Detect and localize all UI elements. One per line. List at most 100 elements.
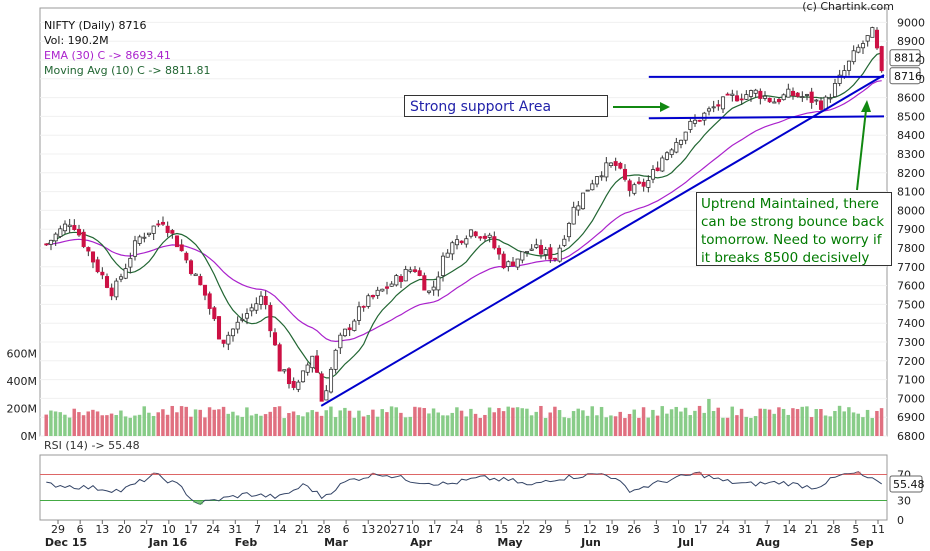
x-tick-label: 7 [764,523,771,536]
ma10-line [46,52,882,379]
volume-bar [347,410,352,436]
candle-body [520,251,525,261]
rsi-overbought-fill [590,473,595,475]
x-tick-label: 14 [273,523,287,536]
candle-body [221,339,226,344]
volume-bar [287,413,291,436]
candle-body [123,268,128,279]
volume-bar [212,409,216,436]
candle-body [132,240,138,257]
volume-bar [324,410,328,436]
x-tick-label: 27 [140,523,154,536]
candle-body [478,236,483,239]
candle-body [370,294,376,298]
volume-bar [67,417,72,436]
volume-bar [277,406,282,436]
volume-bar [655,415,660,436]
candle-body [874,29,880,49]
candle-body [375,289,380,296]
x-tick-label: 31 [738,523,752,536]
volume-bar [744,416,748,436]
volume-bar [380,409,384,436]
candle-body [692,119,698,124]
volume-bar [767,409,772,436]
volume-bar [828,416,832,436]
volume-bar [609,415,613,436]
candle-body [566,223,572,238]
volume-bar [730,406,734,436]
candle-body [128,257,133,268]
x-tick-label: 7 [254,523,261,536]
candle-body [655,167,660,172]
rsi-tick-label: 0 [897,514,904,527]
candle-body [319,373,324,402]
volume-bar [310,410,314,436]
candle-body [408,269,413,272]
volume-bar [693,410,697,436]
candle-body [496,247,502,255]
x-tick-label: 10 [672,523,686,536]
price-tick-label: 8300 [897,148,925,161]
price-tick-label: 7200 [897,355,925,368]
volume-bar [501,411,506,436]
candle-body [282,369,287,372]
volume-bar [343,407,347,436]
candle-body [879,46,884,72]
candle-body [744,94,749,100]
volume-bar [548,412,552,436]
volume-bar [473,413,478,436]
candle-body [809,91,814,103]
volume-bar [375,416,380,436]
volume-bar [193,409,198,436]
legend-title: NIFTY (Daily) 8716 [44,19,147,32]
candle-body [818,100,824,110]
candle-body [795,92,800,97]
volume-bar [184,406,188,436]
volume-bar [361,416,366,436]
x-tick-label: 24 [206,523,220,536]
candle-body [193,273,198,277]
rsi-overbought-fill [370,473,376,475]
volume-bar [105,415,109,436]
volume-bar [571,411,576,436]
candle-body [235,321,240,330]
uptrend-arrow [856,109,867,191]
x-tick-label: 8 [476,523,483,536]
candle-body [380,288,385,292]
rsi-line [46,471,882,505]
volume-bar [613,416,618,436]
x-tick-label: 29 [539,523,553,536]
candle-body [398,276,404,282]
volume-bar [441,415,445,436]
candle-body [562,238,567,246]
candle-body [814,99,819,102]
volume-bar [399,412,403,436]
volume-bar [711,410,716,436]
price-tick-label: 7900 [897,223,925,236]
candle-body [716,104,721,107]
volume-bar [865,409,870,436]
candle-body [314,355,320,373]
volume-bar [707,398,711,436]
volume-bar [95,411,100,436]
volume-bar [749,417,753,436]
volume-bar [837,405,842,436]
price-tick-label: 8000 [897,204,925,217]
volume-bar [109,413,114,436]
month-label: Mar [324,536,348,549]
volume-bar [814,409,818,436]
price-tick-label: 8500 [897,110,925,123]
volume-bar [394,407,398,436]
candle-body [67,224,72,228]
candle-body [422,275,427,291]
volume-bar [627,413,632,436]
trendline-support-lower [648,115,885,120]
volume-bar [515,407,520,436]
candle-body [450,242,455,255]
volume-bar [100,415,104,436]
volume-bar [175,412,179,436]
candle-body [226,334,231,345]
price-tick-label: 7400 [897,317,925,330]
volume-bar [77,412,81,436]
